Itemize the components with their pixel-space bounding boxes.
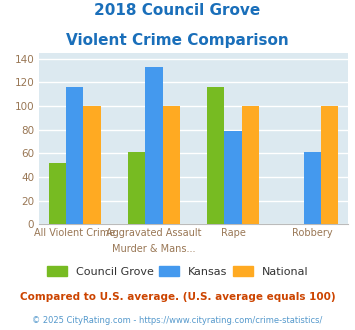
- Text: Violent Crime Comparison: Violent Crime Comparison: [66, 33, 289, 48]
- Bar: [242, 106, 259, 224]
- Text: Murder & Mans...: Murder & Mans...: [112, 244, 196, 254]
- Text: Aggravated Assault: Aggravated Assault: [106, 228, 202, 238]
- Bar: [207, 87, 224, 224]
- Text: Compared to U.S. average. (U.S. average equals 100): Compared to U.S. average. (U.S. average …: [20, 292, 335, 302]
- Bar: [224, 131, 242, 224]
- Text: All Violent Crime: All Violent Crime: [34, 228, 115, 238]
- Bar: [128, 152, 145, 224]
- Bar: [145, 67, 163, 224]
- Bar: [321, 106, 338, 224]
- Bar: [49, 163, 66, 224]
- Text: 2018 Council Grove: 2018 Council Grove: [94, 3, 261, 18]
- Legend: Council Grove, Kansas, National: Council Grove, Kansas, National: [42, 261, 313, 281]
- Bar: [163, 106, 180, 224]
- Bar: [66, 87, 83, 224]
- Bar: [83, 106, 101, 224]
- Text: Robbery: Robbery: [292, 228, 333, 238]
- Text: Rape: Rape: [221, 228, 246, 238]
- Text: © 2025 CityRating.com - https://www.cityrating.com/crime-statistics/: © 2025 CityRating.com - https://www.city…: [32, 316, 323, 325]
- Bar: [304, 152, 321, 224]
